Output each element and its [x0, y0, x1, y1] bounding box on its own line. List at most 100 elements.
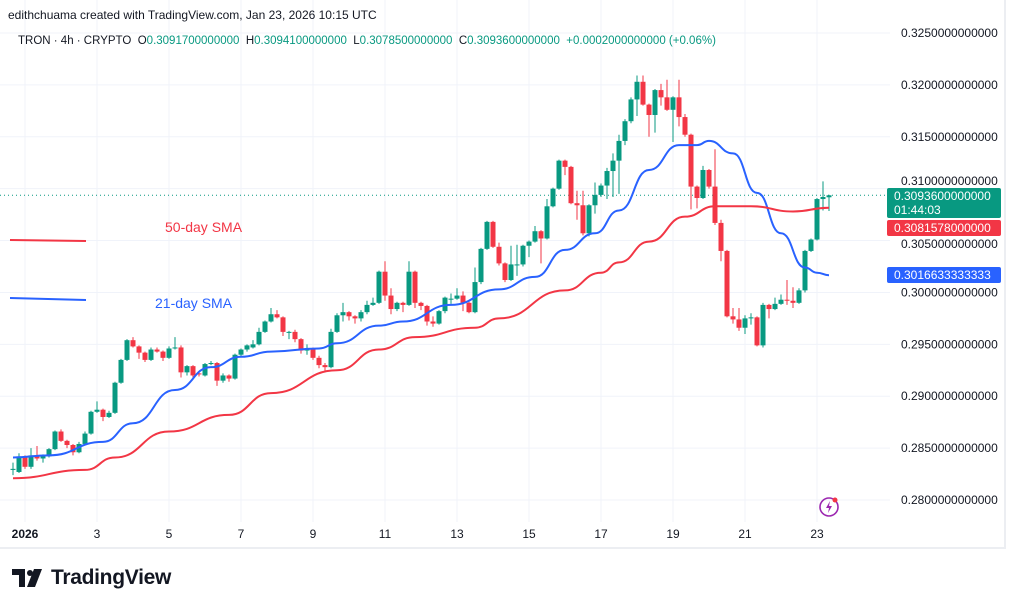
change-value: +0.0002000000000 (+0.06%) — [566, 35, 716, 47]
price-tick-label: 0.3050000000000 — [901, 237, 998, 251]
open-value: 0.3091700000000 — [146, 35, 240, 47]
candle-down — [400, 301, 406, 313]
candle-body — [778, 299, 784, 304]
tradingview-logo-icon — [12, 569, 42, 587]
price-tick-label: 0.2950000000000 — [901, 337, 998, 351]
candle-up — [406, 261, 412, 306]
sma50-annotation: 50-day SMA — [165, 219, 243, 235]
candle-body — [436, 311, 442, 324]
candle-up — [634, 75, 640, 117]
candle-body — [766, 304, 772, 310]
candles — [10, 75, 832, 476]
candle-body — [232, 354, 238, 379]
candle-up — [514, 244, 520, 276]
candle-body — [568, 166, 574, 204]
candle-body — [430, 321, 436, 324]
candle-body — [154, 349, 160, 352]
candle-up — [436, 310, 442, 325]
candle-body — [88, 411, 94, 434]
candle-body — [676, 97, 682, 118]
candle-up — [220, 373, 226, 383]
candle-down — [430, 316, 436, 327]
candle-body — [592, 194, 598, 206]
price-axis[interactable]: 0.3250000000000 0.3200000000000 0.31500000… — [901, 26, 998, 507]
candle-up — [376, 270, 382, 304]
sma21-legend-line — [9, 297, 87, 301]
candle-down — [382, 261, 388, 301]
candle-body — [538, 231, 544, 239]
candle-up — [748, 313, 754, 325]
candle-body — [400, 302, 406, 305]
time-tick-label: 15 — [522, 527, 536, 541]
candle-down — [712, 149, 718, 225]
candle-body — [634, 81, 640, 100]
candle-body — [256, 331, 262, 345]
candle-down — [568, 165, 574, 205]
candle-body — [382, 271, 388, 296]
candle-down — [226, 374, 232, 382]
candle-down — [640, 75, 646, 106]
candle-body — [772, 303, 778, 310]
candle-body — [466, 302, 472, 313]
candle-down — [160, 350, 166, 361]
candle-body — [700, 169, 706, 199]
candle-down — [274, 310, 280, 319]
grid — [0, 0, 890, 522]
candle-body — [406, 271, 412, 305]
candle-down — [298, 338, 304, 354]
candle-up — [112, 381, 118, 414]
candle-body — [118, 359, 124, 383]
candle-down — [580, 190, 586, 236]
candle-body — [214, 363, 220, 381]
candle-body — [58, 431, 64, 441]
candle-body — [658, 90, 664, 98]
candle-down — [562, 159, 568, 176]
candle-body — [826, 195, 832, 198]
candle-body — [598, 185, 604, 195]
candle-body — [724, 250, 730, 317]
moving-averages — [12, 139, 830, 480]
candle-down — [58, 429, 64, 442]
close-label: C — [458, 35, 468, 47]
candle-body — [340, 312, 346, 316]
symbol-label[interactable]: TRON · 4h · CRYPTO — [18, 35, 132, 47]
candle-body — [478, 248, 484, 283]
sma50-price-tag: 0.3081578000000 — [887, 220, 1001, 236]
candle-body — [376, 271, 382, 303]
candle-body — [322, 365, 328, 368]
candle-body — [718, 222, 724, 251]
candle-body — [358, 312, 364, 319]
candle-up — [820, 181, 826, 211]
candle-up — [148, 347, 154, 361]
candle-up — [244, 344, 250, 352]
tradingview-logo: TradingView — [12, 566, 171, 590]
candle-up — [742, 315, 748, 334]
candle-body — [496, 246, 502, 264]
candle-body — [166, 348, 172, 358]
candle-up — [598, 183, 604, 197]
candle-body — [808, 239, 814, 251]
candle-body — [616, 140, 622, 161]
candle-down — [658, 83, 664, 106]
time-tick-label: 19 — [666, 527, 680, 541]
candle-up — [88, 410, 94, 435]
sma21-price-tag: 0.3016633333333 — [887, 267, 1001, 283]
candle-body — [220, 375, 226, 381]
candle-up — [808, 238, 814, 252]
candle-body — [280, 317, 286, 332]
candle-body — [370, 302, 376, 305]
candle-down — [64, 439, 70, 449]
candle-down — [736, 308, 742, 331]
candle-body — [250, 344, 256, 348]
lightning-icon[interactable] — [818, 495, 840, 522]
price-tick-label: 0.3200000000000 — [901, 78, 998, 92]
candle-body — [202, 364, 208, 376]
candle-body — [46, 449, 52, 457]
candle-up — [286, 330, 292, 340]
time-axis[interactable]: 2026 3 5 7 9 11 13 15 17 19 21 23 — [12, 527, 824, 541]
candle-body — [640, 81, 646, 105]
candle-body — [82, 433, 88, 444]
candle-down — [538, 230, 544, 264]
sma50-line — [12, 205, 830, 480]
